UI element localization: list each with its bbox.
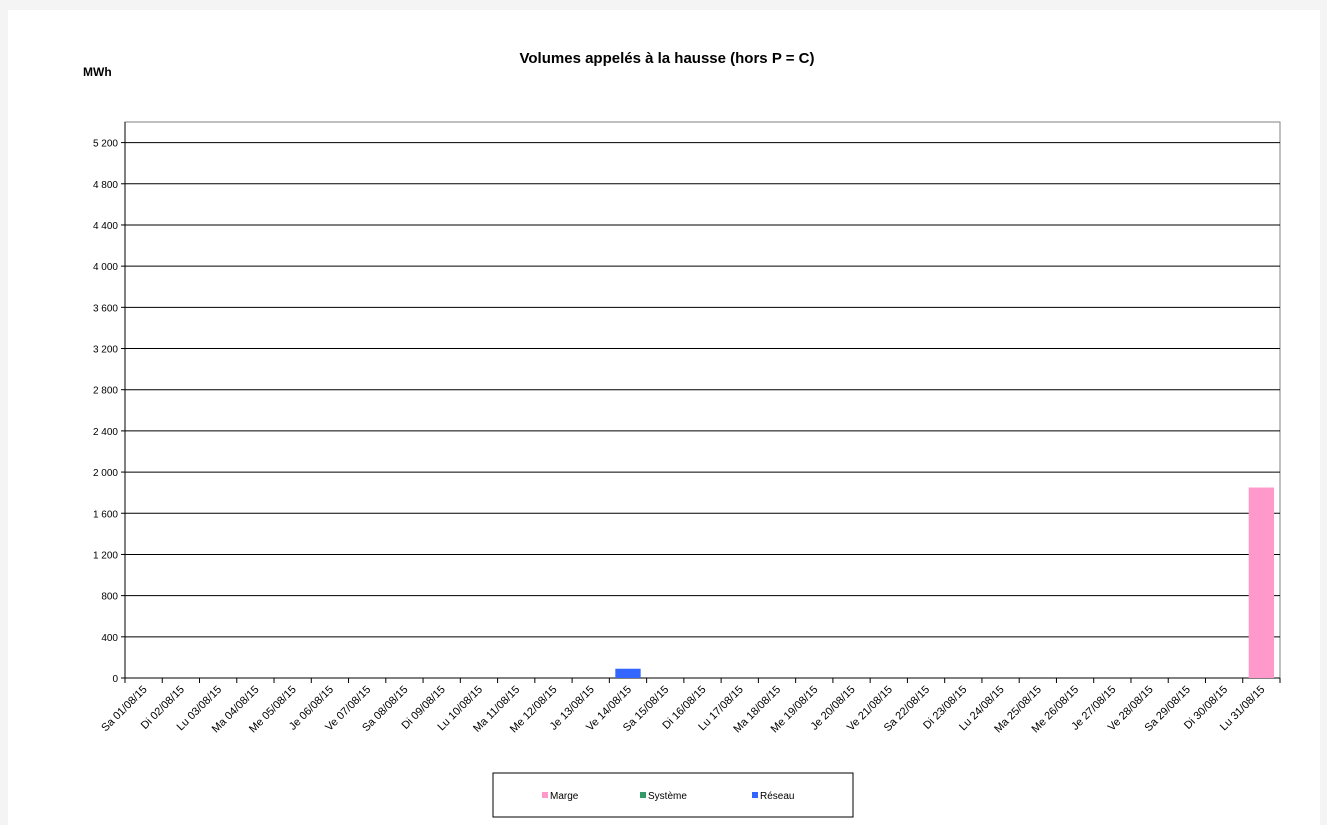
legend-label: Réseau <box>760 791 794 802</box>
y-tick-label: 1 600 <box>93 509 118 520</box>
chart-title: Volumes appelés à la hausse (hors P = C) <box>520 50 815 67</box>
legend-swatch <box>542 792 548 798</box>
y-tick-label: 800 <box>101 592 118 603</box>
legend-swatch <box>640 792 646 798</box>
y-tick-label: 2 000 <box>93 468 118 479</box>
legend-label: Système <box>648 791 687 802</box>
bar <box>1248 487 1275 678</box>
y-tick-label: 0 <box>112 674 118 685</box>
y-tick-label: 3 200 <box>93 345 118 356</box>
y-tick-label: 400 <box>101 633 118 644</box>
legend-swatch <box>752 792 758 798</box>
legend-label: Marge <box>550 791 579 802</box>
plot-area <box>124 121 1281 679</box>
legend-box <box>492 772 854 818</box>
y-tick-label: 1 200 <box>93 550 118 561</box>
y-tick-label: 2 800 <box>93 386 118 397</box>
y-tick-label: 5 200 <box>93 139 118 150</box>
y-tick-label: 4 800 <box>93 180 118 191</box>
bar <box>615 668 641 678</box>
y-axis-label: MWh <box>83 65 112 79</box>
y-tick-label: 3 600 <box>93 303 118 314</box>
y-tick-label: 4 400 <box>93 221 118 232</box>
y-tick-label: 4 000 <box>93 262 118 273</box>
y-tick-label: 2 400 <box>93 427 118 438</box>
